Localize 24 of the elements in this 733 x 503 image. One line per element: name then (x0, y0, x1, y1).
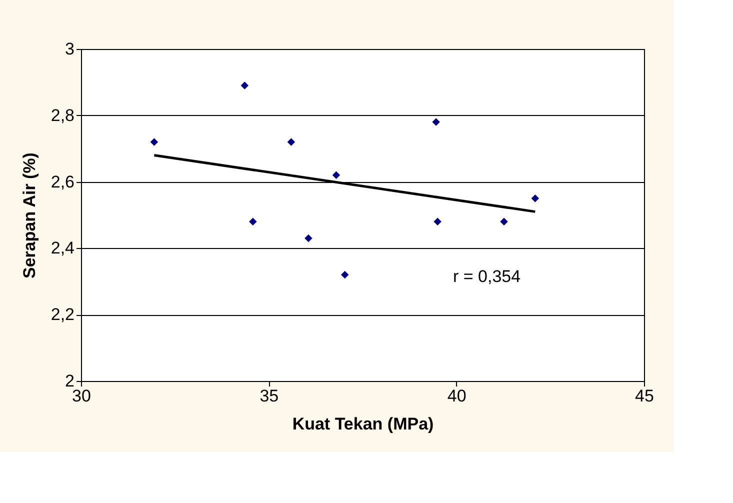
x-tick-label: 45 (635, 386, 654, 406)
x-tick-label: 30 (72, 386, 91, 406)
point (332, 171, 340, 180)
point (340, 270, 349, 279)
x-tick-label: 40 (447, 386, 466, 406)
point (287, 138, 296, 146)
y-tick-label: 2,8 (50, 106, 74, 125)
point (434, 218, 442, 226)
y-tick-label: 2,4 (50, 238, 74, 258)
annotation: r = 0,354 (453, 267, 521, 286)
point (249, 218, 257, 226)
y-tick-label: 2,6 (50, 172, 74, 192)
point (432, 118, 440, 126)
point (304, 234, 312, 242)
y-tick-label: 2,2 (50, 305, 74, 324)
x-axis-title: Kuat Tekan (MPa) (292, 414, 434, 434)
point (150, 138, 158, 146)
y-axis-title: Serapan Air (%) (20, 152, 39, 278)
point (531, 194, 540, 202)
x-tick-label: 35 (260, 386, 279, 406)
y-tick-label: 3 (65, 40, 74, 58)
point (500, 218, 508, 226)
y-tick-label: 2 (65, 372, 74, 390)
point (240, 82, 249, 90)
